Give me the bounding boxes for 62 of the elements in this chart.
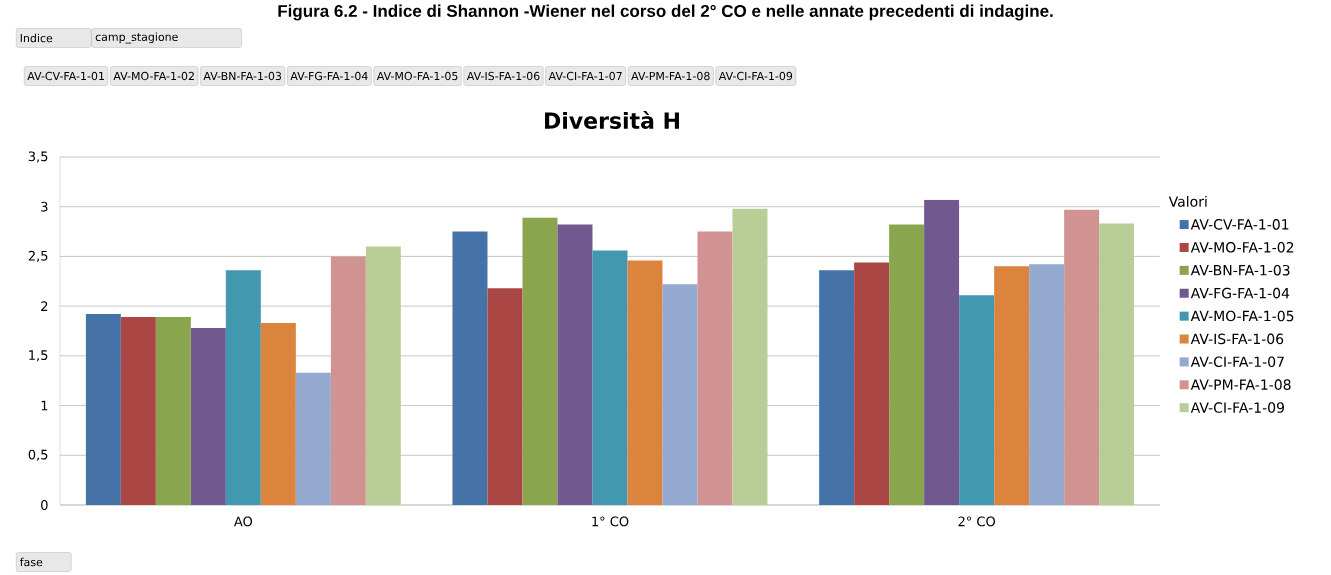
legend-label: AV-MO-FA-1-05	[1190, 310, 1294, 322]
y-tick-label: 3,5	[28, 151, 48, 163]
legend-label: AV-FG-FA-1-04	[1190, 287, 1290, 299]
legend-title: Valori	[1168, 196, 1207, 207]
text: AV-BN-FA-1-03	[203, 71, 282, 81]
legend-label: AV-PM-FA-1-08	[1190, 379, 1291, 390]
bar	[662, 284, 698, 505]
y-tick-label: 0,5	[28, 449, 48, 461]
bar	[889, 224, 925, 505]
text: AV-IS-FA-1-06	[466, 71, 540, 81]
bar	[557, 224, 593, 505]
bar	[627, 260, 663, 505]
bar	[225, 270, 261, 505]
x-tick-label: 2° CO	[958, 516, 995, 527]
legend-label: AV-CI-FA-1-07	[1190, 356, 1284, 368]
text: camp_stagione	[95, 32, 178, 44]
y-tick-label: 0	[41, 500, 48, 510]
bar	[260, 323, 296, 505]
text: AV-FG-FA-1-04	[290, 71, 368, 81]
x-tick-label: 1° CO	[592, 516, 629, 527]
text: AV-CI-FA-1-07	[548, 71, 622, 81]
bar	[1029, 264, 1065, 505]
text: AV-MO-FA-1-02	[113, 71, 194, 81]
legend-label: AV-BN-FA-1-03	[1190, 264, 1290, 276]
bar	[120, 317, 156, 505]
bar	[854, 262, 890, 505]
legend-label: AV-IS-FA-1-06	[1190, 333, 1284, 345]
x-tick-label: AO	[233, 516, 253, 527]
bar	[819, 270, 855, 505]
bar	[452, 231, 488, 505]
bar	[190, 328, 226, 505]
bar	[1064, 209, 1100, 505]
bar	[697, 231, 733, 505]
bar	[732, 208, 768, 505]
text: Indice	[20, 33, 53, 43]
legend-label: AV-CI-FA-1-09	[1190, 402, 1284, 413]
legend-label: AV-MO-FA-1-02	[1190, 242, 1294, 253]
bar	[994, 266, 1030, 505]
chart-title: Diversità H	[545, 111, 679, 129]
text: Figura 6.2 - Indice di Shannon -Wiener nel corso del 2° CO e nelle annate precedenti di indagine.	[278, 4, 1053, 21]
bar	[1099, 223, 1135, 505]
bar	[330, 256, 366, 505]
y-tick-label: 3	[41, 201, 48, 212]
text: fase	[19, 557, 43, 567]
y-tick-label: 1,5	[29, 350, 48, 362]
bar	[487, 288, 523, 505]
legend-label: AV-CV-FA-1-01	[1190, 219, 1289, 230]
bar	[522, 217, 558, 505]
bar	[959, 295, 995, 505]
bar	[155, 317, 191, 505]
y-tick-label: 1	[41, 400, 48, 411]
text: AV-CI-FA-1-09	[718, 71, 793, 81]
y-tick-label: 2	[41, 301, 48, 311]
bar	[85, 314, 121, 505]
bar	[365, 246, 401, 505]
bar	[924, 199, 960, 505]
bar	[295, 372, 331, 505]
y-tick-label: 2,5	[28, 250, 48, 262]
text: AV-MO-FA-1-05	[376, 71, 458, 81]
text: AV-PM-FA-1-08	[631, 71, 710, 81]
bar	[592, 250, 628, 505]
text: AV-CV-FA-1-01	[27, 71, 104, 81]
